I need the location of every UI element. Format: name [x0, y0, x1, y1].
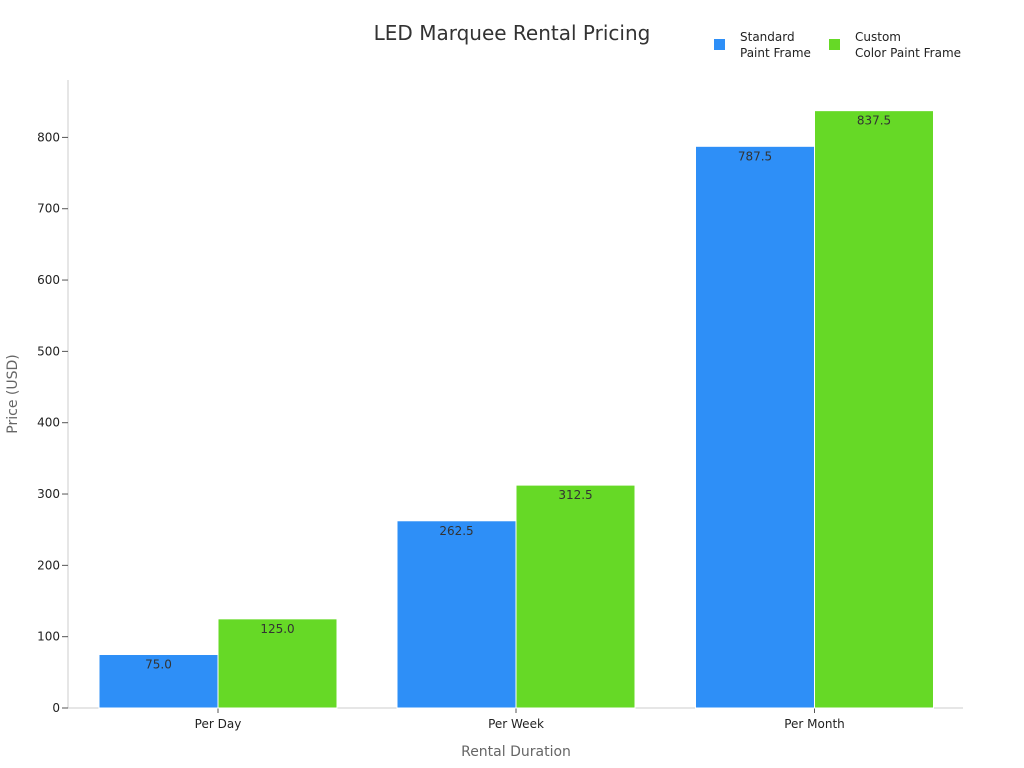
x-tick-label: Per Week [488, 717, 544, 731]
x-axis: Per Day Per Week Per Month [68, 707, 963, 731]
y-tick-label: 700 [37, 202, 60, 216]
bar[interactable] [814, 110, 934, 709]
y-tick-label: 300 [37, 487, 60, 501]
bar[interactable] [695, 145, 815, 709]
y-tick-label: 400 [37, 416, 60, 430]
y-axis: 0 100 200 300 400 500 600 700 800 [37, 80, 69, 715]
y-tick-label: 100 [37, 630, 60, 644]
y-tick-label: 800 [37, 130, 60, 144]
legend-label: Paint Frame [740, 46, 811, 60]
y-tick-label: 0 [52, 701, 60, 715]
bar-value-label: 837.5 [857, 114, 891, 128]
legend-label: Custom [855, 30, 901, 44]
bar-value-label: 787.5 [738, 149, 772, 163]
y-tick-label: 500 [37, 344, 60, 358]
legend-item[interactable]: Custom Color Paint Frame [829, 30, 961, 60]
bar[interactable] [396, 520, 517, 709]
bar[interactable] [217, 618, 338, 709]
bars-group [98, 110, 934, 709]
legend: Standard Paint Frame Custom Color Paint Fra… [714, 30, 961, 60]
bar[interactable] [515, 484, 636, 709]
bar-value-label: 75.0 [145, 658, 172, 672]
y-tick-label: 200 [37, 558, 60, 572]
x-axis-title: Rental Duration [461, 744, 571, 760]
chart-title: LED Marquee Rental Pricing [374, 21, 651, 45]
legend-item[interactable]: Standard Paint Frame [714, 30, 811, 60]
bar-value-label: 125.0 [260, 622, 294, 636]
y-axis-title: Price (USD) [5, 354, 21, 433]
bar-value-label: 312.5 [558, 488, 592, 502]
legend-label: Color Paint Frame [855, 46, 961, 60]
x-tick-label: Per Day [195, 717, 242, 731]
bar-value-label: 262.5 [439, 524, 473, 538]
data-labels-group: 75.0 262.5 787.5 125.0 312.5 837.5 [145, 114, 891, 672]
legend-swatch [829, 39, 840, 50]
x-tick-label: Per Month [784, 717, 845, 731]
legend-label: Standard [740, 30, 795, 44]
legend-swatch [714, 39, 725, 50]
y-tick-label: 600 [37, 273, 60, 287]
